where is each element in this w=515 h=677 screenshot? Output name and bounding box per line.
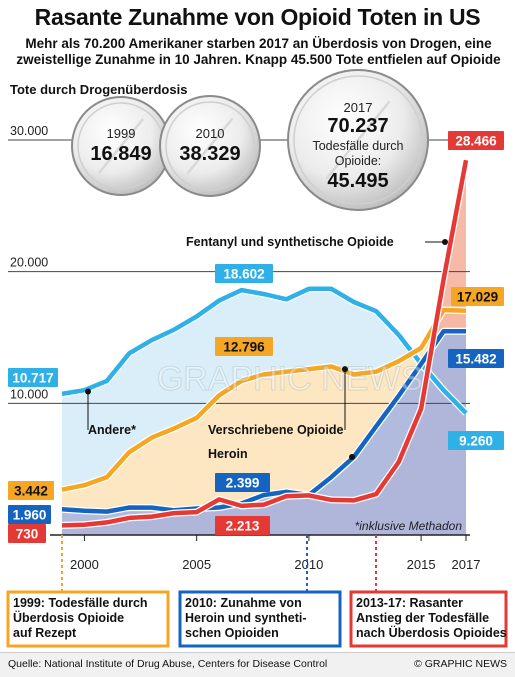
callout-text-1: 1999: Todesfälle durch: [13, 596, 148, 610]
page-title: Rasante Zunahme von Opioid Toten in US: [34, 4, 481, 30]
pill-value: 16.849: [90, 143, 151, 165]
label-rx-2011: 12.796: [223, 340, 265, 355]
label-rx-1999: 3.442: [14, 484, 48, 499]
annotation-prescription: Verschriebene Opioide: [208, 423, 344, 437]
label-heroin-2006: 2.399: [226, 476, 260, 491]
label-syn-2017: 28.466: [455, 134, 497, 149]
callout-box-2: [178, 590, 342, 648]
line-other: [61, 286, 468, 415]
watermark: GRAPHIC NEWS: [157, 360, 423, 398]
pill-year: 2017: [344, 100, 373, 115]
line-prescription: [61, 307, 467, 492]
callout-text-2: Heroin und syntheti-: [185, 611, 307, 625]
label-rx-1999-box: [8, 481, 54, 500]
area-heroin: [62, 331, 466, 535]
annotation-andere-dot: [85, 388, 91, 395]
subtitle: Mehr als 70.200 Amerikaner starben 2017 …: [16, 36, 501, 67]
pill-groove: [97, 118, 145, 174]
callout-box-3: [349, 590, 508, 648]
callout-text-1: auf Rezept: [13, 626, 77, 640]
label-rx-2017: 17.029: [457, 290, 498, 305]
label-syn-2017-box: [448, 131, 504, 150]
y-tick-label: 10.000: [10, 387, 48, 401]
label-heroin-1999-box: [8, 505, 51, 524]
callout-text-3: nach Überdosis Opioides: [356, 625, 507, 640]
pill-text: Opioide:: [335, 154, 382, 168]
pill-value: 38.329: [179, 143, 240, 165]
x-tick-label: 2005: [182, 557, 211, 572]
label-rx-2017-box: [451, 287, 504, 306]
label-syn-1999: 730: [16, 527, 39, 542]
label-other-2006: 18.602: [223, 267, 264, 282]
y-tick-label: 20.000: [10, 256, 48, 270]
annotation-fentanyl-dot: [442, 239, 448, 245]
pill-rim: [165, 101, 255, 191]
x-tick-label: 2010: [294, 557, 323, 572]
label-syn-2006: 2.213: [226, 519, 260, 534]
pill-groove: [186, 117, 234, 175]
credit-text: © GRAPHIC NEWS: [414, 658, 507, 670]
pill-groove: [325, 100, 391, 180]
x-tick-label: 2017: [452, 557, 481, 572]
y-tick-label: 30.000: [10, 124, 48, 138]
footer: Quelle: National Institute of Drug Abuse…: [0, 652, 515, 677]
pill-year: 2010: [196, 126, 225, 141]
line-synthetic: [61, 159, 469, 528]
label-syn-2006-box: [215, 516, 270, 535]
label-other-1999: 10.717: [12, 371, 53, 386]
callout-text-3: Anstieg der Todesfälle: [356, 611, 489, 625]
callout-text-1: Überdosis Opioide: [13, 610, 124, 625]
x-tick-label: 2000: [70, 557, 99, 572]
callout-text-2: schen Opioiden: [185, 626, 279, 640]
label-heroin-1999: 1.960: [13, 508, 47, 523]
label-heroin-2006-box: [215, 473, 270, 492]
annotation-heroin: Heroin: [208, 447, 248, 461]
label-heroin-2017-box: [448, 349, 504, 368]
label-other-1999-box: [8, 368, 58, 387]
label-heroin-2017: 15.482: [455, 352, 496, 367]
pill-year: 1999: [107, 126, 136, 141]
label-syn-1999-box: [8, 524, 46, 543]
callout-box-1: [6, 590, 170, 648]
annotation-methadon: *inklusive Methadon: [355, 519, 463, 533]
pill-value: 70.237: [327, 115, 388, 137]
annotation-prescription-dot: [342, 366, 348, 373]
pill-text: Todesfälle durch: [312, 139, 403, 153]
label-other-2017: 9.260: [459, 434, 493, 449]
annotation-fentanyl: Fentanyl und synthetische Opioide: [186, 235, 394, 249]
annotation-heroin-dot: [349, 453, 355, 460]
pill-rim: [293, 75, 423, 205]
source-text: Quelle: National Institute of Drug Abuse…: [8, 658, 328, 670]
label-other-2017-box: [448, 431, 504, 450]
callout-text-2: 2010: Zunahme von: [185, 596, 302, 610]
annotation-andere: Andere*: [88, 423, 136, 437]
label-rx-2011-box: [215, 337, 273, 356]
x-tick-label: 2015: [407, 557, 436, 572]
label-other-2006-box: [215, 264, 273, 283]
y-axis-label: Tote durch Drogenüberdosis: [10, 82, 188, 97]
pill-value2: 45.495: [327, 170, 388, 192]
line-heroin: [61, 328, 467, 514]
callout-text-3: 2013-17: Rasanter: [356, 596, 463, 610]
